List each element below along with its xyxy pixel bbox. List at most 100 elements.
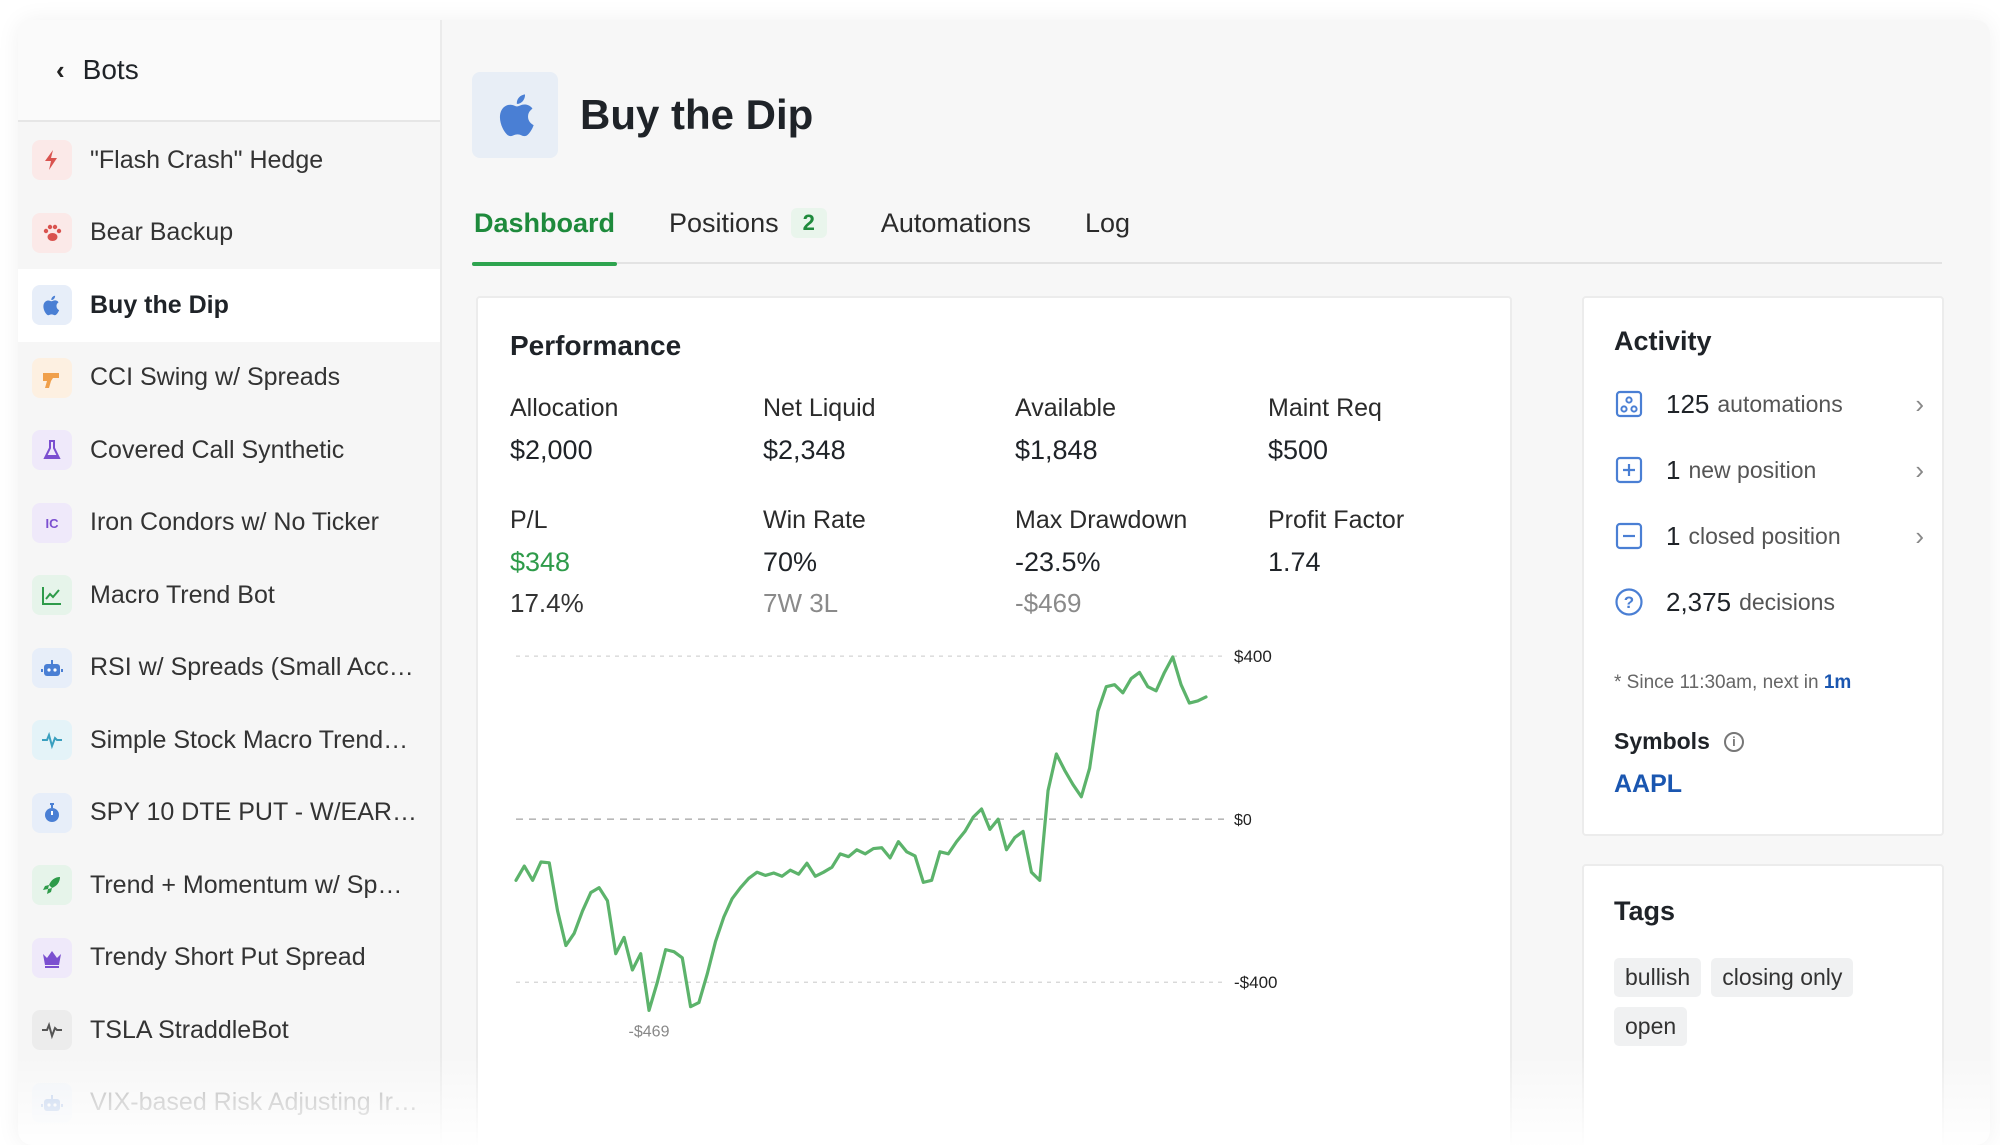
activity-new-position-row[interactable]: 1 new position › [1614,450,1924,490]
crown-icon [32,937,72,978]
stat-allocation: Allocation $2,000 [510,394,750,466]
stat-label: Maint Req [1268,394,1382,422]
y-tick-label: $400 [1234,648,1272,666]
tag-chip[interactable]: open [1614,1007,1688,1046]
apple-icon [472,72,558,158]
sidebar-item-label: Trend + Momentum w/ Sp… [90,870,403,899]
activity-text: automations [1717,390,1843,417]
stat-sub: 7W 3L [763,588,839,618]
app-window: ‹ Bots "Flash Crash" Hedge Bear Backup Buy… [18,20,1990,1145]
stat-value: $2,000 [510,435,593,465]
symbols-label-text: Symbols [1614,728,1710,754]
sidebar-bot-item[interactable]: TSLA StraddleBot [18,994,440,1067]
symbol-link[interactable]: AAPL [1614,770,1683,798]
sidebar-item-label: Covered Call Synthetic [90,435,345,464]
max-value-label: $398 [1155,648,1191,649]
sidebar-bot-item[interactable]: "Flash Crash" Hedge [18,124,440,197]
stat-maint-req: Maint Req $500 [1268,394,1508,466]
sidebar-bot-item[interactable]: Simple Stock Macro Trend… [18,704,440,777]
tab-dashboard[interactable]: Dashboard [472,200,618,266]
stat-label: Net Liquid [763,394,876,422]
sidebar-bot-item[interactable]: IC Iron Condors w/ No Ticker [18,487,440,560]
tag-chip[interactable]: closing only [1711,958,1854,997]
tag-chip[interactable]: bullish [1614,958,1702,997]
chevron-right-icon: › [1915,454,1924,485]
activity-title: Activity [1614,326,1712,356]
note-text: * Since 11:30am, next in [1614,672,1824,693]
sidebar-item-label: TSLA StraddleBot [90,1015,289,1044]
sidebar-item-label: Iron Condors w/ No Ticker [90,508,379,537]
min-value-label: -$469 [629,1023,670,1040]
activity-text: closed position [1688,522,1841,549]
stat-win-rate: Win Rate 70% 7W 3L [763,506,1003,619]
symbols-label: Symbols i [1614,728,1744,755]
sidebar-item-label: Simple Stock Macro Trend… [90,725,409,754]
stat-max-drawdown: Max Drawdown -23.5% -$469 [1015,506,1255,619]
bottom-fade [18,1055,1990,1145]
stat-label: Profit Factor [1268,506,1405,534]
performance-title: Performance [510,330,682,361]
sidebar-item-label: RSI w/ Spreads (Small Acc… [90,653,414,682]
bot-list: "Flash Crash" Hedge Bear Backup Buy the Di… [18,124,440,1139]
tab-positions[interactable]: Positions 2 [667,200,829,264]
sidebar-bot-item[interactable]: Trend + Momentum w/ Sp… [18,849,440,922]
activity-note: * Since 11:30am, next in 1m [1614,672,1851,694]
tags-title: Tags [1614,896,1676,926]
tab-label: Positions [669,208,779,238]
tab-label: Dashboard [474,208,616,238]
stat-value: $348 [510,547,571,577]
stat-value: $1,848 [1015,435,1098,465]
stat-label: Max Drawdown [1015,506,1188,534]
stopwatch-icon [32,792,72,833]
flask-icon [32,430,72,471]
stat-label: P/L [510,506,548,534]
activity-closed-position-row[interactable]: 1 closed position › [1614,516,1924,556]
sidebar-item-label: Buy the Dip [90,290,229,319]
minus-square-icon [1614,521,1644,551]
sidebar-bot-item[interactable]: Buy the Dip [18,269,440,342]
tags-list: bullish closing only open [1614,958,1914,1046]
pulse-icon [32,720,72,761]
question-circle-icon: ? [1614,587,1644,617]
stat-available: Available $1,848 [1015,394,1255,466]
sidebar-bot-item[interactable]: RSI w/ Spreads (Small Acc… [18,632,440,705]
sidebar-bot-item[interactable]: Covered Call Synthetic [18,414,440,487]
back-to-bots[interactable]: ‹ Bots [18,20,440,122]
paw-icon [32,212,72,253]
sidebar-bot-item[interactable]: Macro Trend Bot [18,559,440,632]
bot-header: Buy the Dip [472,72,813,158]
svg-text:?: ? [1624,593,1634,612]
stat-value: 70% [763,547,818,577]
series-line [514,655,1208,1012]
sidebar-bot-item[interactable]: CCI Swing w/ Spreads [18,342,440,415]
automation-icon [1614,389,1644,419]
main-content: Buy the Dip Dashboard Positions 2 Automat… [442,20,1990,1145]
sidebar-item-label: SPY 10 DTE PUT - W/EARLY… [90,798,420,827]
activity-count: 2,375 [1666,586,1732,617]
sidebar-item-label: CCI Swing w/ Spreads [90,363,341,392]
page-title: Buy the Dip [580,91,814,138]
stat-net-liquid: Net Liquid $2,348 [763,394,1003,466]
sidebar-bot-item[interactable]: Bear Backup [18,197,440,270]
y-tick-label: $0 [1234,812,1252,829]
performance-card: Performance Allocation $2,000 Net Liquid… [476,296,1512,1145]
lightning-icon [32,140,72,181]
positions-count-badge: 2 [790,208,827,238]
sidebar-item-label: Bear Backup [90,218,234,247]
info-icon[interactable]: i [1723,731,1744,752]
y-tick-label: -$400 [1234,973,1277,992]
activity-automations-row[interactable]: 125 automations › [1614,384,1924,424]
tab-automations[interactable]: Automations [879,200,1033,264]
stat-label: Allocation [510,394,619,422]
tab-log[interactable]: Log [1083,200,1132,264]
activity-text: new position [1688,456,1817,483]
activity-card: Activity 125 automations › 1 new positio… [1582,296,1944,836]
pulse-icon [32,1010,72,1051]
sidebar-bot-item[interactable]: Trendy Short Put Spread [18,922,440,995]
stat-value: 1.74 [1268,547,1321,577]
stat-value: $500 [1268,435,1329,465]
stat-sub: -$469 [1015,588,1082,618]
sidebar-title: Bots [82,54,139,85]
sidebar-bot-item[interactable]: SPY 10 DTE PUT - W/EARLY… [18,777,440,850]
svg-text:IC: IC [46,516,60,531]
